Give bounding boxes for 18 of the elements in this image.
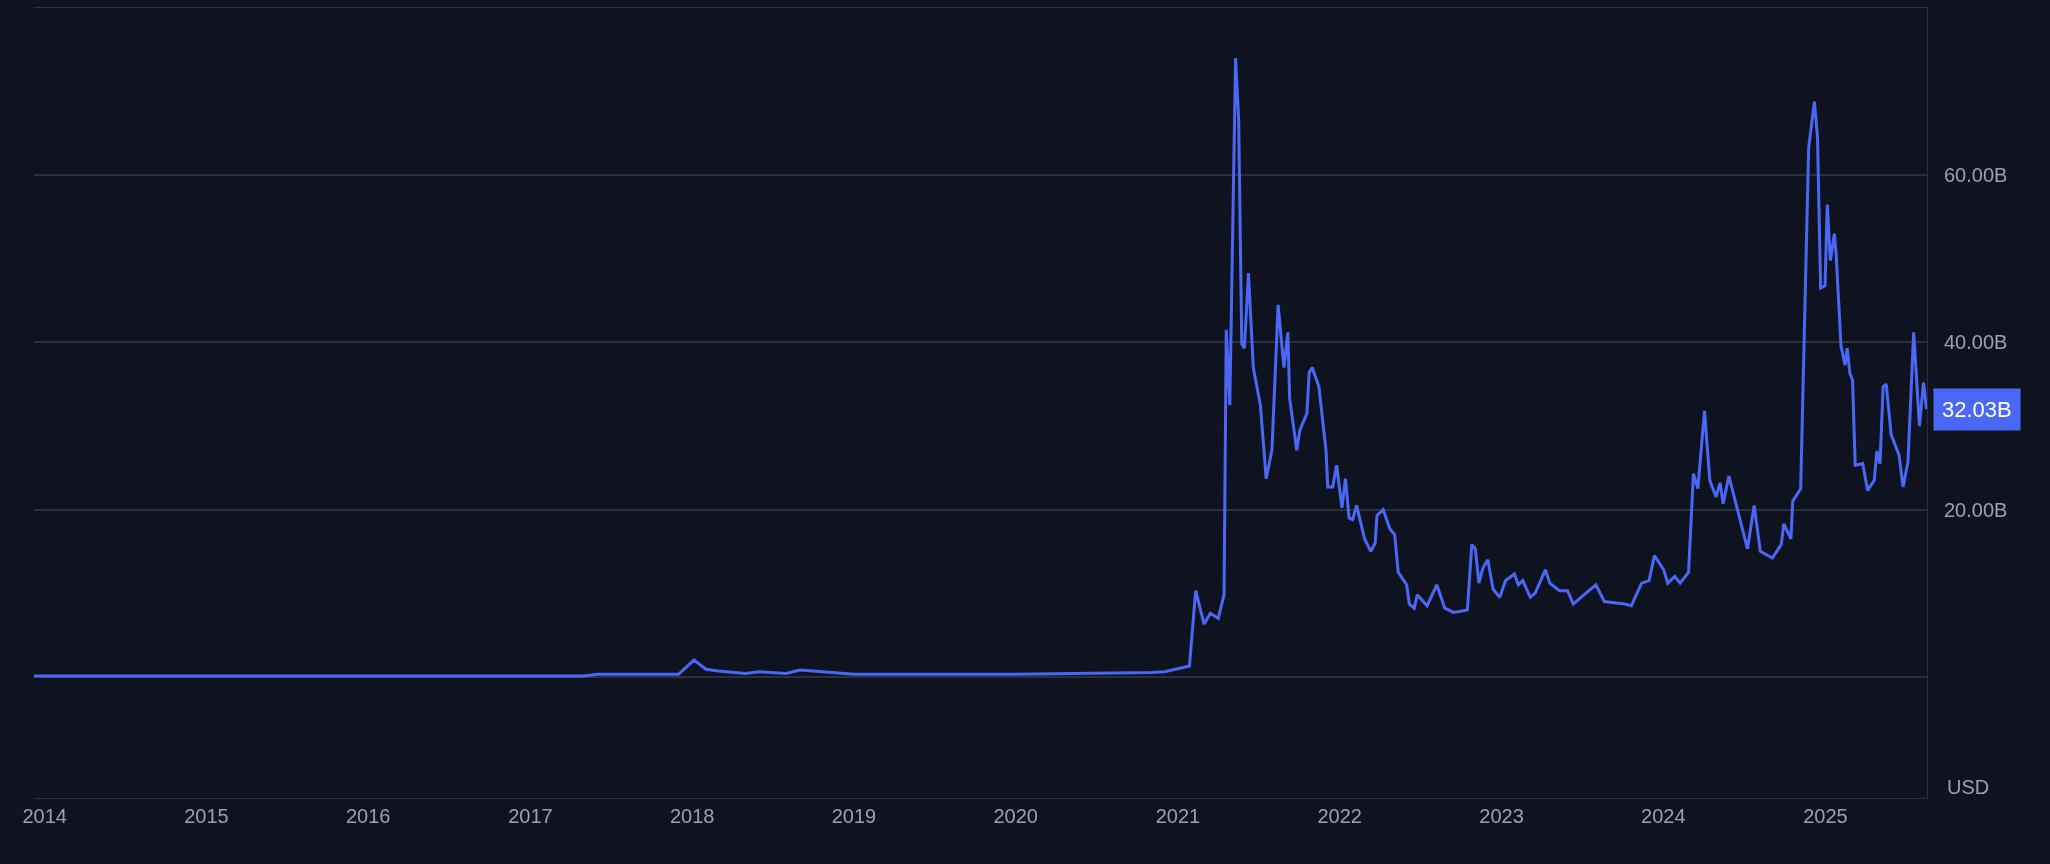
x-tick-label: 2016 [345, 805, 391, 827]
y-tick-label: 40.00B [1944, 331, 2008, 354]
x-tick-label: 2022 [1317, 805, 1362, 827]
x-tick-label: 2018 [669, 805, 715, 827]
x-tick-label: 2017 [508, 805, 553, 827]
x-tick-label: 2025 [1803, 805, 1848, 827]
y-tick-label: 20.00B [1944, 498, 2008, 521]
x-tick-label: 2021 [1155, 805, 1201, 827]
x-tick-label: 2023 [1479, 805, 1524, 827]
x-tick-label: 2020 [993, 805, 1038, 827]
x-tick-label: 2014 [22, 805, 67, 827]
x-tick-label: 2019 [831, 805, 877, 827]
y-tick-label: 60.00B [1944, 164, 2008, 187]
line-series [34, 56, 1927, 678]
annotation: 32.03B [1942, 397, 2012, 422]
text: USD [1947, 776, 1990, 798]
x-tick-label: 2024 [1641, 805, 1686, 827]
x-tick-label: 2015 [184, 805, 229, 827]
